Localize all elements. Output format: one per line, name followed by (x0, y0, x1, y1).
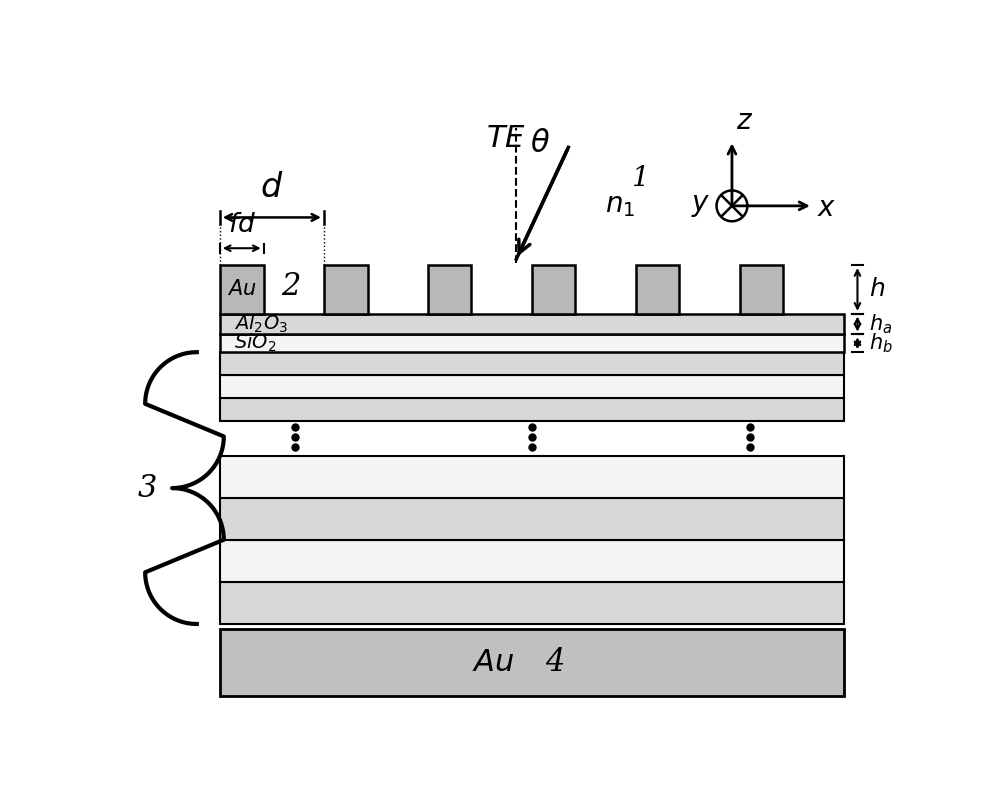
Text: $SiO_2$: $SiO_2$ (234, 332, 276, 354)
Text: $Au$: $Au$ (472, 647, 514, 678)
Text: 3: 3 (138, 472, 157, 504)
Text: $Al_2O_3$: $Al_2O_3$ (234, 313, 288, 335)
Bar (220, 456, 844, 498)
Text: $x$: $x$ (817, 196, 836, 223)
Text: 4: 4 (545, 647, 565, 678)
Bar (532, 265, 575, 314)
Text: $n_1$: $n_1$ (605, 192, 635, 219)
Text: 2: 2 (281, 271, 300, 302)
Bar (220, 314, 844, 334)
Bar (220, 375, 844, 398)
Bar (428, 265, 471, 314)
Text: $fd$: $fd$ (228, 212, 256, 238)
Bar (220, 352, 844, 375)
Bar (636, 265, 679, 314)
Bar (220, 498, 844, 540)
Text: 1: 1 (631, 165, 648, 192)
Text: $d$: $d$ (260, 172, 284, 203)
Text: $h$: $h$ (869, 278, 885, 301)
Bar (220, 398, 844, 421)
Bar (220, 334, 844, 352)
Bar (220, 582, 844, 624)
Text: $z$: $z$ (736, 108, 753, 135)
Text: $Au$: $Au$ (227, 279, 257, 299)
Text: $TE$: $TE$ (486, 123, 526, 153)
Bar (220, 540, 844, 582)
Text: $h_b$: $h_b$ (869, 331, 893, 355)
Bar (220, 265, 264, 314)
Text: $y$: $y$ (691, 192, 710, 219)
Text: $h_a$: $h_a$ (869, 312, 892, 336)
Bar (324, 265, 368, 314)
Bar (220, 630, 844, 697)
Text: $\theta$: $\theta$ (530, 128, 550, 159)
Bar (740, 265, 783, 314)
